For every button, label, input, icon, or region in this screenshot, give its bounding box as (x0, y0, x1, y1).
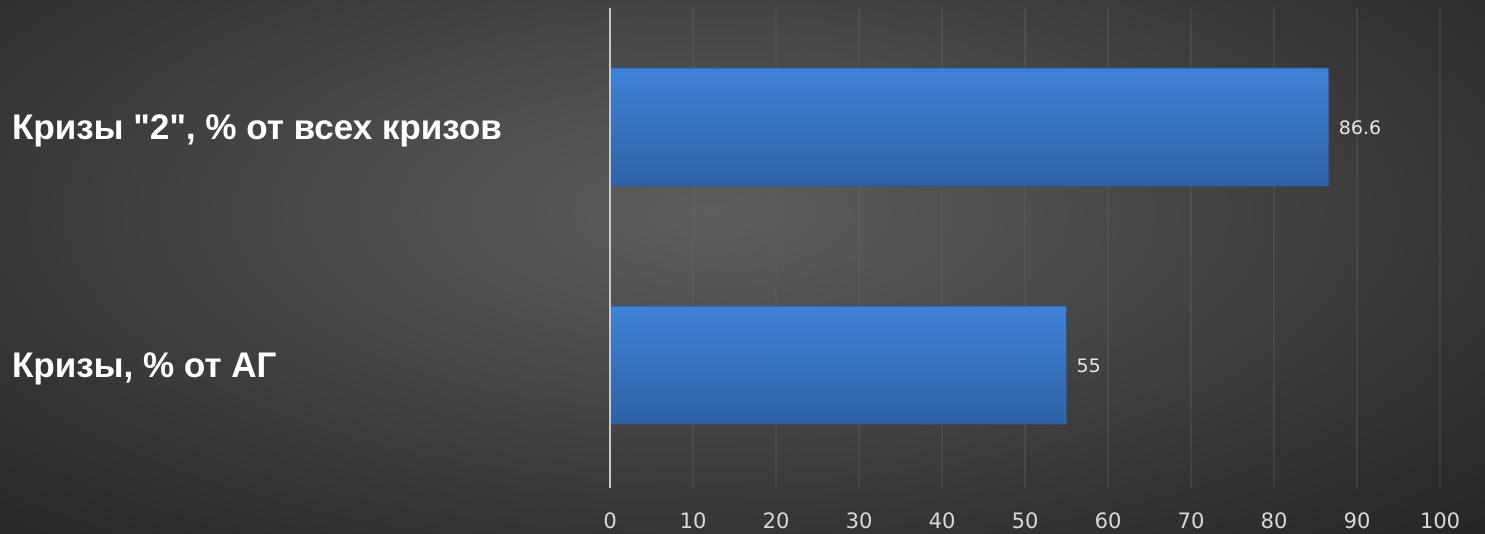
x-tick-label: 50 (1012, 509, 1039, 533)
category-label: Кризы, % от АГ (12, 346, 276, 385)
data-label: 86.6 (1339, 117, 1381, 139)
category-label: Кризы "2", % от всех кризов (12, 108, 502, 147)
data-label: 55 (1077, 355, 1101, 377)
bars (609, 67, 1330, 425)
x-tick-label: 20 (763, 509, 790, 533)
bar-1 (609, 305, 1067, 425)
x-tick-label: 0 (603, 509, 616, 533)
x-tick-label: 30 (846, 509, 873, 533)
x-tick-label: 40 (929, 509, 956, 533)
labels: 0 10 20 30 40 50 60 70 80 90 100 Кризы "2", % от вс… (12, 108, 1460, 533)
x-tick-label: 60 (1095, 509, 1122, 533)
bar-0 (609, 67, 1330, 187)
x-tick-label: 10 (680, 509, 707, 533)
x-tick-label: 80 (1261, 509, 1288, 533)
x-tick-label: 90 (1344, 509, 1371, 533)
x-tick-label: 70 (1178, 509, 1205, 533)
x-tick-label: 100 (1420, 509, 1460, 533)
